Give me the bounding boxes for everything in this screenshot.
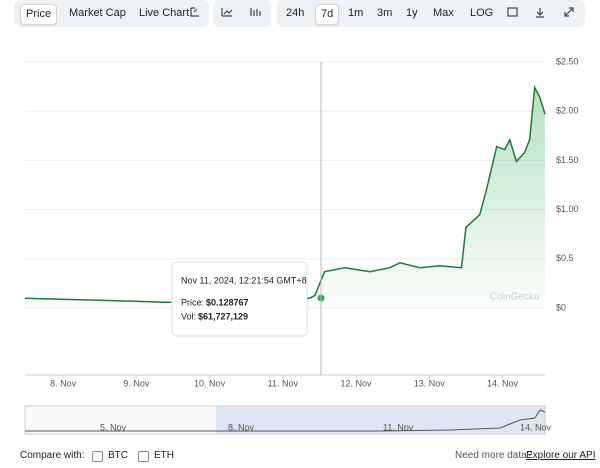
tooltip-date: Nov 11, 2024, 12:21:54 GMT+8	[181, 275, 307, 285]
x-tick-label: 9. Nov	[123, 378, 150, 388]
tooltip-value: $61,727,129	[198, 311, 248, 321]
watermark: CoinGecko	[490, 292, 540, 303]
range[interactable]: LOG	[470, 7, 494, 19]
x-tick-label: 14. Nov	[487, 378, 519, 388]
x-tick-label: 12. Nov	[341, 378, 373, 388]
tab[interactable]: Live Chart	[139, 7, 190, 19]
range[interactable]: 1m	[348, 7, 364, 19]
range[interactable]: 24h	[286, 7, 305, 19]
navigator-line	[25, 409, 546, 432]
y-tick-label: $0	[556, 302, 566, 312]
api-note: Need more data?	[455, 450, 533, 461]
toolbar-icons[interactable]	[190, 7, 574, 18]
area	[25, 87, 545, 309]
tooltip	[171, 261, 308, 337]
tab[interactable]: Price	[20, 4, 58, 25]
y-tick-label: $1.00	[556, 204, 579, 214]
x-tick-label: 10. Nov	[194, 378, 226, 388]
tooltip-label: Price:	[181, 297, 204, 307]
y-tick-label: $2.00	[556, 106, 579, 116]
navigator-label: 8. Nov	[228, 422, 255, 432]
range[interactable]: 7d	[315, 4, 340, 25]
y-tick-label: $1.50	[556, 155, 579, 165]
chart: $0 $0.5 $1.00 $1.50 $2.00 $2.50 8. Nov 9. Nov 10…	[24, 7, 579, 435]
compare-label: Compare with:	[20, 450, 85, 461]
navigator-window[interactable]	[216, 406, 545, 434]
x-tick-label: 11. Nov	[268, 378, 299, 388]
chart-type-group	[213, 0, 271, 27]
range[interactable]: 1y	[406, 7, 418, 19]
checkbox[interactable]	[92, 451, 103, 462]
y-tick-label: $0.5	[556, 253, 574, 263]
navigator-label: 14. Nov	[520, 422, 552, 432]
tab[interactable]: Market Cap	[69, 7, 126, 19]
checkbox[interactable]	[138, 451, 149, 462]
y-tick-label: $2.50	[556, 56, 579, 66]
tooltip-label: Vol:	[181, 311, 196, 321]
navigator-label: 5. Nov	[100, 422, 127, 432]
api-link[interactable]: Explore our API	[526, 450, 596, 461]
navigator-label: 11. Nov	[383, 422, 414, 432]
compare-option[interactable]: BTC	[108, 450, 128, 461]
range[interactable]: Max	[433, 7, 454, 19]
x-tick-label: 13. Nov	[414, 378, 446, 388]
tooltip-value: $0.128767	[206, 297, 249, 307]
range[interactable]: 3m	[377, 7, 393, 19]
x-tick-label: 8. Nov	[50, 378, 77, 388]
compare-option[interactable]: ETH	[154, 450, 174, 461]
